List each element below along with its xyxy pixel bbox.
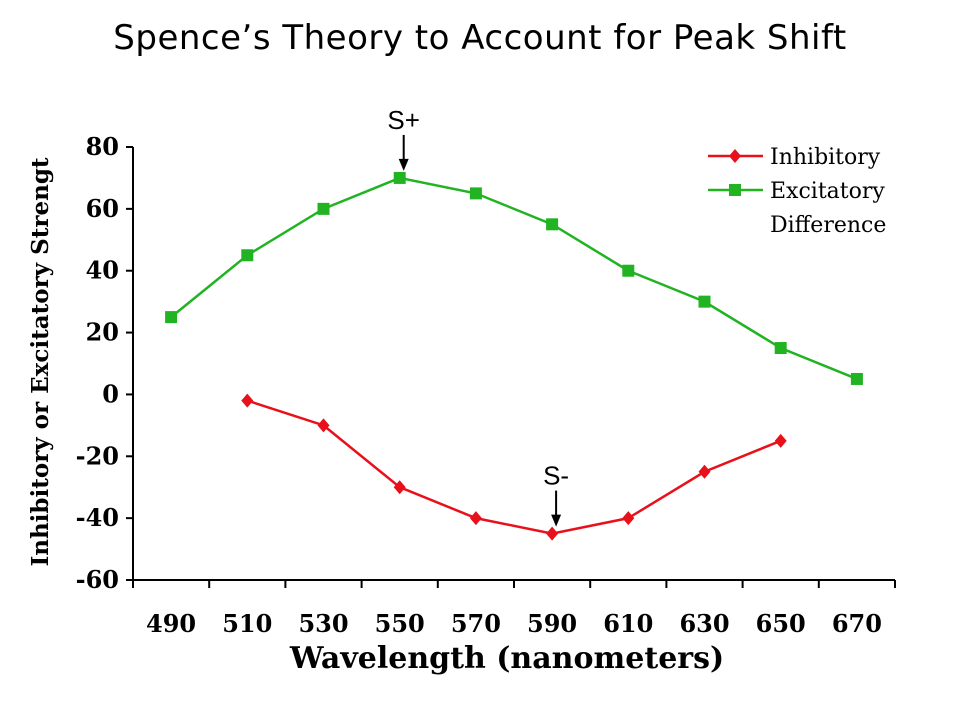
- y-tick-label: 0: [102, 379, 119, 408]
- excitatory-line: [170, 176, 858, 381]
- inhibitory-line: [246, 399, 782, 535]
- y-tick-label: -40: [76, 503, 119, 532]
- x-tick-label: 670: [832, 609, 882, 638]
- annotation-label: S+: [387, 105, 420, 135]
- y-tick-label: -20: [76, 441, 119, 470]
- legend-item-inhibitory: Inhibitory: [708, 145, 881, 170]
- y-tick-label: -60: [76, 565, 119, 594]
- slide-title: Spence’s Theory to Account for Peak Shif…: [113, 18, 847, 58]
- x-tick-label: 590: [527, 609, 577, 638]
- inhibitory-point: [469, 511, 482, 526]
- x-tick-label: 550: [375, 609, 425, 638]
- legend-label: Inhibitory: [770, 145, 881, 170]
- x-tick-label: 490: [146, 609, 196, 638]
- x-axis-ticks: 490 510 530 550 570 590 610 630 650 670: [132, 580, 896, 638]
- legend-marker: [729, 184, 741, 196]
- legend-label-difference: Difference: [770, 213, 886, 238]
- excitatory-point: [241, 249, 254, 262]
- inhibitory-point: [698, 464, 711, 479]
- excitatory-point: [546, 218, 559, 231]
- annotations: S+ S-: [387, 105, 569, 527]
- inhibitory-point: [546, 526, 559, 541]
- y-axis-title: Inhibitory or Excitatory Strengt: [27, 157, 54, 566]
- legend-item-excitatory: Excitatory: [708, 179, 885, 204]
- inhibitory-point: [622, 511, 635, 526]
- annotation-arrow-head: [398, 158, 409, 171]
- x-tick-label: 530: [298, 609, 348, 638]
- chart-legend: Inhibitory Excitatory Difference: [708, 145, 886, 238]
- inhibitory-point: [393, 480, 406, 495]
- excitatory-point: [165, 311, 178, 324]
- inhibitory-point: [317, 418, 330, 433]
- x-axis-title: Wavelength (nanometers): [289, 641, 724, 676]
- x-tick-label: 570: [451, 609, 501, 638]
- series-excitatory: [165, 171, 863, 385]
- excitatory-point: [774, 342, 787, 355]
- excitatory-point: [622, 264, 635, 277]
- excitatory-point: [393, 171, 406, 184]
- excitatory-point: [469, 187, 482, 200]
- annotation-sminus: S-: [543, 461, 569, 527]
- x-tick-label: 610: [603, 609, 653, 638]
- annotation-arrow-head: [551, 514, 562, 527]
- y-tick-label: 40: [86, 256, 119, 285]
- x-tick-label: 510: [222, 609, 272, 638]
- y-tick-label: 80: [86, 132, 119, 161]
- excitatory-point: [317, 202, 330, 215]
- series-layer: [165, 171, 863, 541]
- y-axis-ticks: 80 60 40 20 0 -20 -40 -60: [76, 132, 133, 594]
- x-tick-label: 650: [756, 609, 806, 638]
- excitatory-point: [850, 372, 863, 385]
- legend-marker: [729, 149, 741, 163]
- excitatory-point: [698, 295, 711, 308]
- annotation-label: S-: [543, 461, 569, 491]
- y-tick-label: 60: [86, 194, 119, 223]
- annotation-splus: S+: [387, 105, 420, 171]
- x-tick-label: 630: [679, 609, 729, 638]
- series-inhibitory: [241, 393, 787, 541]
- y-tick-label: 20: [86, 318, 119, 347]
- inhibitory-point: [774, 433, 787, 448]
- legend-label: Excitatory: [770, 179, 885, 204]
- inhibitory-point: [241, 393, 254, 408]
- chart-axes: [132, 147, 895, 581]
